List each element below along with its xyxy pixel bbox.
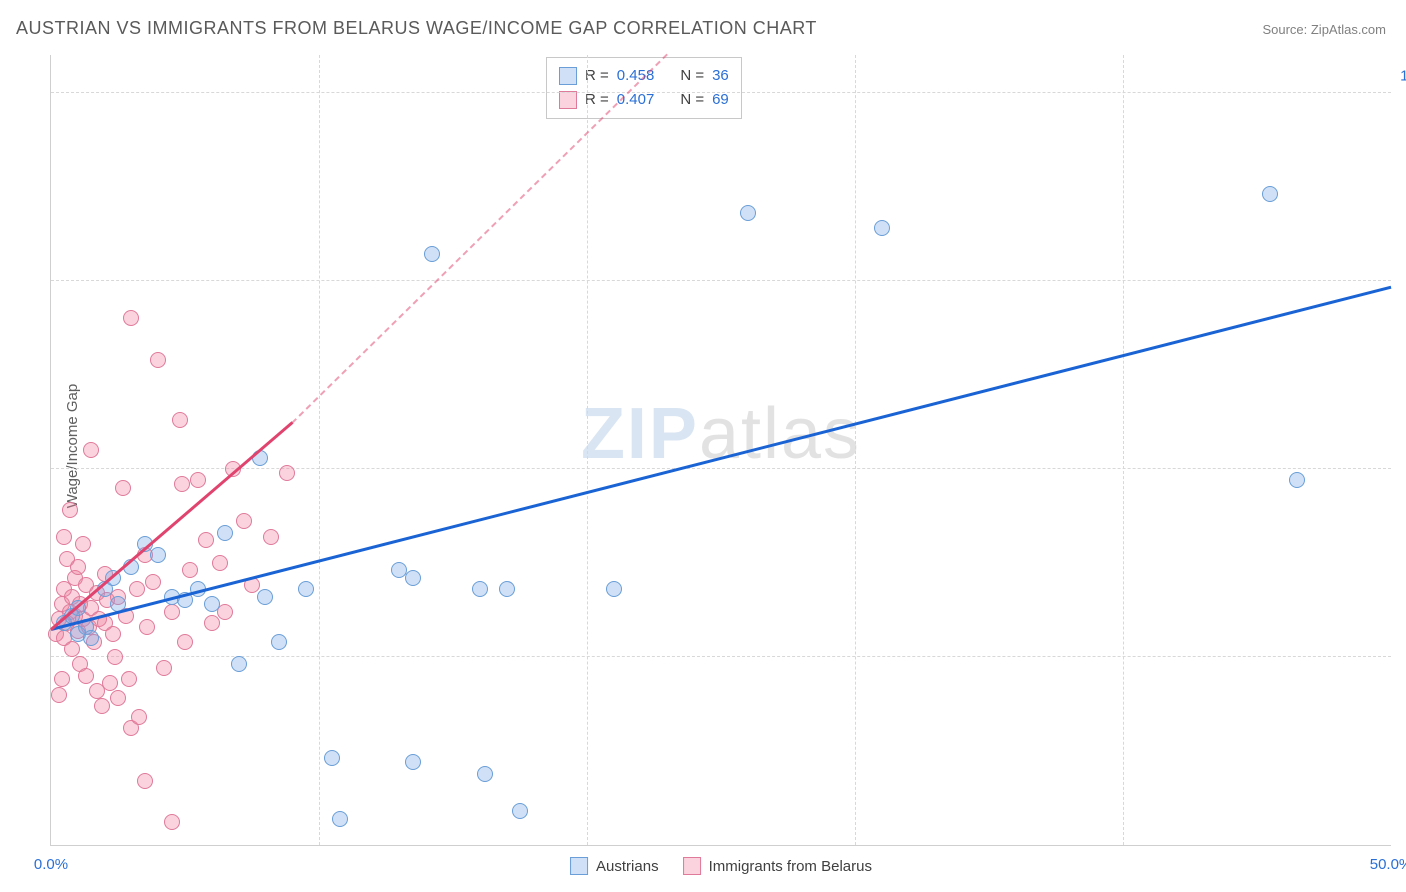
point-austrians xyxy=(1262,186,1278,202)
gridline-h xyxy=(51,656,1391,657)
point-belarus xyxy=(212,555,228,571)
point-austrians xyxy=(257,589,273,605)
point-belarus xyxy=(164,604,180,620)
point-austrians xyxy=(405,570,421,586)
source-label: Source: xyxy=(1262,22,1310,37)
point-austrians xyxy=(204,596,220,612)
point-belarus xyxy=(137,773,153,789)
source-attribution: Source: ZipAtlas.com xyxy=(1262,22,1386,37)
point-austrians xyxy=(1289,472,1305,488)
point-belarus xyxy=(123,310,139,326)
point-belarus xyxy=(62,502,78,518)
point-belarus xyxy=(75,536,91,552)
point-belarus xyxy=(139,619,155,635)
point-belarus xyxy=(78,668,94,684)
y-tick-label: 50.0% xyxy=(1396,443,1406,460)
point-belarus xyxy=(204,615,220,631)
point-belarus xyxy=(177,634,193,650)
point-austrians xyxy=(298,581,314,597)
point-austrians xyxy=(606,581,622,597)
x-tick-label: 50.0% xyxy=(1370,856,1406,873)
point-belarus xyxy=(94,698,110,714)
point-belarus xyxy=(83,442,99,458)
legend-series: Austrians Immigrants from Belarus xyxy=(570,857,872,875)
source-name: ZipAtlas.com xyxy=(1311,22,1386,37)
point-belarus xyxy=(121,671,137,687)
point-austrians xyxy=(740,205,756,221)
gridline-h xyxy=(51,92,1391,93)
y-tick-label: 75.0% xyxy=(1396,255,1406,272)
legend-item-austrians: Austrians xyxy=(570,857,659,875)
point-belarus xyxy=(51,687,67,703)
point-austrians xyxy=(472,581,488,597)
gridline-v xyxy=(855,55,856,845)
point-austrians xyxy=(332,811,348,827)
point-austrians xyxy=(424,246,440,262)
point-austrians xyxy=(83,630,99,646)
y-tick-label: 25.0% xyxy=(1396,631,1406,648)
point-belarus xyxy=(102,675,118,691)
watermark-light: atlas xyxy=(699,394,861,474)
point-belarus xyxy=(190,472,206,488)
plot-area: ZIPatlas R = 0.458 N = 36 R = 0.407 N = … xyxy=(50,55,1391,846)
point-belarus xyxy=(115,480,131,496)
gridline-v xyxy=(1123,55,1124,845)
point-belarus xyxy=(236,513,252,529)
point-belarus xyxy=(263,529,279,545)
point-austrians xyxy=(874,220,890,236)
watermark-bold: ZIP xyxy=(581,394,699,474)
point-belarus xyxy=(156,660,172,676)
point-austrians xyxy=(405,754,421,770)
gridline-h xyxy=(51,468,1391,469)
n-value-a: 36 xyxy=(712,64,729,88)
legend-correlation: R = 0.458 N = 36 R = 0.407 N = 69 xyxy=(546,57,742,119)
point-belarus xyxy=(64,641,80,657)
swatch-belarus xyxy=(559,91,577,109)
x-tick-label: 0.0% xyxy=(34,856,68,873)
point-belarus xyxy=(150,352,166,368)
point-belarus xyxy=(54,671,70,687)
legend-label-belarus: Immigrants from Belarus xyxy=(709,858,872,875)
point-belarus xyxy=(198,532,214,548)
point-belarus xyxy=(70,559,86,575)
point-belarus xyxy=(105,626,121,642)
legend-item-belarus: Immigrants from Belarus xyxy=(683,857,872,875)
swatch-austrians-bottom xyxy=(570,857,588,875)
n-label-a: N = xyxy=(680,64,704,88)
point-austrians xyxy=(217,525,233,541)
point-belarus xyxy=(217,604,233,620)
gridline-h xyxy=(51,280,1391,281)
point-belarus xyxy=(164,814,180,830)
point-belarus xyxy=(145,574,161,590)
point-belarus xyxy=(172,412,188,428)
point-austrians xyxy=(271,634,287,650)
point-belarus xyxy=(56,529,72,545)
point-belarus xyxy=(279,465,295,481)
point-austrians xyxy=(477,766,493,782)
point-austrians xyxy=(324,750,340,766)
point-belarus xyxy=(107,649,123,665)
r-label-a: R = xyxy=(585,64,609,88)
chart-container: AUSTRIAN VS IMMIGRANTS FROM BELARUS WAGE… xyxy=(0,0,1406,892)
point-austrians xyxy=(231,656,247,672)
gridline-v xyxy=(587,55,588,845)
point-belarus xyxy=(174,476,190,492)
point-austrians xyxy=(150,547,166,563)
chart-title: AUSTRIAN VS IMMIGRANTS FROM BELARUS WAGE… xyxy=(16,18,817,39)
y-tick-label: 100.0% xyxy=(1396,67,1406,84)
legend-label-austrians: Austrians xyxy=(596,858,659,875)
point-belarus xyxy=(129,581,145,597)
gridline-v xyxy=(319,55,320,845)
point-belarus xyxy=(110,690,126,706)
swatch-belarus-bottom xyxy=(683,857,701,875)
swatch-austrians xyxy=(559,67,577,85)
point-belarus xyxy=(131,709,147,725)
point-austrians xyxy=(499,581,515,597)
point-belarus xyxy=(182,562,198,578)
point-austrians xyxy=(512,803,528,819)
trend-line xyxy=(291,53,668,423)
